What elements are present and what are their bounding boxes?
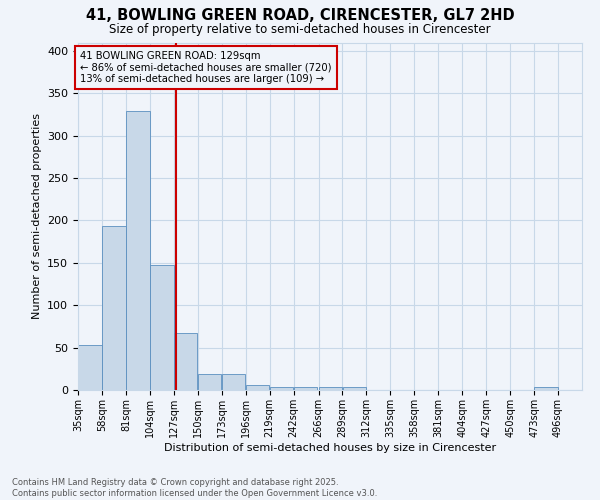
Bar	[198, 374, 221, 390]
Text: Contains HM Land Registry data © Crown copyright and database right 2025.
Contai: Contains HM Land Registry data © Crown c…	[12, 478, 377, 498]
Bar	[174, 333, 197, 390]
Bar	[319, 386, 342, 390]
Text: 41, BOWLING GREEN ROAD, CIRENCESTER, GL7 2HD: 41, BOWLING GREEN ROAD, CIRENCESTER, GL7…	[86, 8, 514, 22]
Bar	[294, 386, 317, 390]
Y-axis label: Number of semi-detached properties: Number of semi-detached properties	[32, 114, 41, 320]
Bar	[535, 388, 558, 390]
Bar	[343, 386, 366, 390]
Bar	[78, 345, 101, 390]
Text: Size of property relative to semi-detached houses in Cirencester: Size of property relative to semi-detach…	[109, 22, 491, 36]
X-axis label: Distribution of semi-detached houses by size in Cirencester: Distribution of semi-detached houses by …	[164, 442, 496, 452]
Bar	[150, 264, 173, 390]
Bar	[102, 226, 125, 390]
Bar	[270, 386, 293, 390]
Bar	[246, 385, 269, 390]
Bar	[222, 374, 245, 390]
Bar	[126, 111, 149, 390]
Text: 41 BOWLING GREEN ROAD: 129sqm
← 86% of semi-detached houses are smaller (720)
13: 41 BOWLING GREEN ROAD: 129sqm ← 86% of s…	[80, 51, 332, 84]
